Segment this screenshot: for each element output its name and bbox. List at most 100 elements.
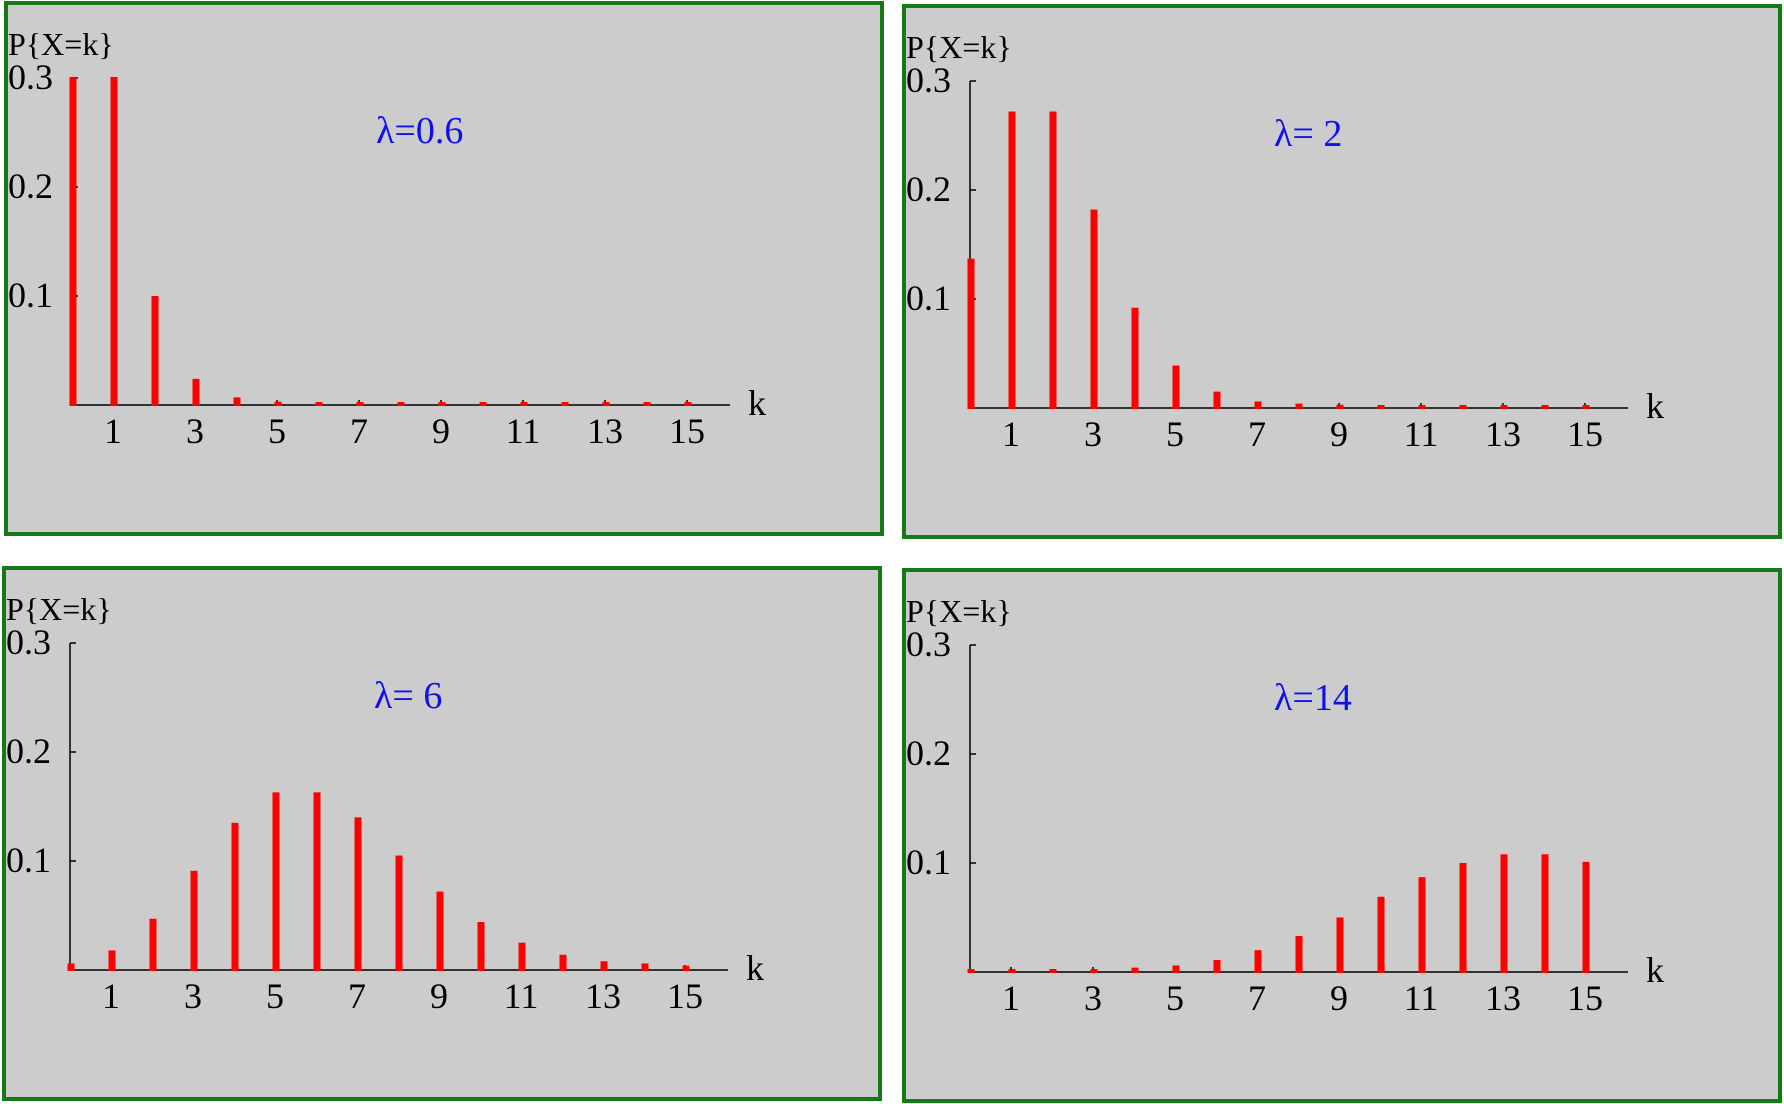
- bar-k-4: [233, 397, 241, 406]
- y-tick-label: 0.3: [6, 622, 51, 662]
- y-tick-label: 0.1: [906, 278, 951, 318]
- bar-k-13: [1500, 854, 1508, 973]
- x-ticks: 1 3 5 7 9 11 13 15: [1002, 967, 1603, 1018]
- chart-svg-2: 0.10.20.3 1 3 5 7 9 11 13 15 P{X=k} k λ= 6: [6, 591, 764, 1016]
- x-tick-label: 13: [1485, 414, 1521, 454]
- bar-k-11: [1418, 405, 1426, 409]
- bar-k-3: [1090, 209, 1098, 409]
- y-tick-label: 0.3: [8, 57, 53, 97]
- chart-svg-3: 0.10.20.3 1 3 5 7 9 11 13 15 P{X=k} k λ=14: [906, 593, 1664, 1018]
- x-tick-label: 7: [350, 411, 368, 451]
- bar-k-15: [1582, 405, 1590, 409]
- y-axis-label: P{X=k}: [8, 26, 114, 62]
- bar-k-2: [1049, 969, 1057, 973]
- x-tick-label: 3: [184, 976, 202, 1016]
- bar-k-9: [438, 402, 446, 406]
- y-tick-label: 0.1: [906, 842, 951, 882]
- x-axis-label: k: [748, 383, 766, 423]
- bar-k-5: [1172, 965, 1180, 973]
- y-tick-label: 0.1: [8, 275, 53, 315]
- bar-k-5: [1172, 365, 1180, 409]
- lambda-annotation: λ=0.6: [376, 110, 463, 152]
- bar-k-11: [518, 942, 526, 971]
- y-ticks: 0.1 0.2 0.3: [906, 60, 976, 318]
- bar-k-1: [108, 950, 116, 971]
- bar-k-14: [641, 963, 649, 971]
- y-tick-label: 0.1: [6, 840, 51, 880]
- x-tick-label: 15: [669, 411, 705, 451]
- bar-k-0: [67, 963, 75, 971]
- bar-k-7: [1254, 401, 1262, 409]
- bar-k-7: [356, 402, 364, 406]
- bar-k-15: [682, 965, 690, 971]
- x-tick-label: 9: [430, 976, 448, 1016]
- bar-k-13: [602, 402, 610, 406]
- x-tick-label: 5: [1166, 978, 1184, 1018]
- x-tick-label: 15: [667, 976, 703, 1016]
- bar-k-5: [274, 401, 282, 406]
- x-tick-label: 9: [432, 411, 450, 451]
- bar-k-13: [1500, 405, 1508, 409]
- y-ticks: 0.1 0.2 0.3: [6, 622, 76, 880]
- bar-k-8: [395, 855, 403, 971]
- bar-k-9: [436, 891, 444, 971]
- y-tick-label: 0.2: [8, 166, 53, 206]
- bar-k-8: [397, 402, 405, 406]
- y-ticks: 0.1 0.2 0.3: [8, 57, 78, 315]
- chart-panel-1: 0.1 0.2 0.3 1 3 5 7 9 11 13 15 P{X=k} k λ= 2: [902, 4, 1782, 539]
- bar-k-12: [559, 954, 567, 971]
- x-tick-label: 3: [1084, 978, 1102, 1018]
- bar-k-12: [561, 402, 569, 406]
- x-tick-label: 5: [1166, 414, 1184, 454]
- y-axis-label: P{X=k}: [906, 593, 1012, 629]
- y-tick-label: 0.3: [906, 60, 951, 100]
- x-axis-label: k: [1646, 950, 1664, 990]
- lambda-annotation: λ= 6: [374, 675, 442, 717]
- bar-k-6: [315, 402, 323, 406]
- bar-k-6: [1213, 391, 1221, 409]
- x-tick-label: 11: [1404, 978, 1439, 1018]
- x-tick-label: 11: [504, 976, 539, 1016]
- lambda-annotation: λ=14: [1274, 677, 1352, 719]
- bar-k-2: [1049, 111, 1057, 410]
- x-tick-label: 11: [506, 411, 541, 451]
- x-tick-label: 1: [104, 411, 122, 451]
- x-axis-label: k: [746, 948, 764, 988]
- bar-k-3: [190, 870, 198, 971]
- bar-k-0: [69, 76, 77, 406]
- bars: [967, 111, 1590, 410]
- bar-k-1: [1008, 969, 1016, 973]
- x-tick-label: 3: [1084, 414, 1102, 454]
- x-tick-label: 9: [1330, 414, 1348, 454]
- x-tick-label: 5: [268, 411, 286, 451]
- chart-panel-3: 0.1 0.2 0.3 1 3 5 7 9 11 13 15 P{X=k} k λ=14: [902, 568, 1782, 1103]
- chart-panel-2: 0.1 0.2 0.3 1 3 5 7 9 11 13 15 P{X=k} k λ= 6: [2, 566, 882, 1101]
- bar-k-10: [479, 402, 487, 406]
- bar-k-2: [149, 918, 157, 971]
- bar-k-4: [231, 822, 239, 971]
- bar-k-9: [1336, 404, 1344, 409]
- x-ticks: 1 3 5 7 9 11 13 15: [1002, 403, 1603, 454]
- x-tick-label: 1: [102, 976, 120, 1016]
- x-tick-label: 15: [1567, 978, 1603, 1018]
- bar-k-14: [1541, 405, 1549, 409]
- bar-k-1: [110, 76, 118, 406]
- x-tick-label: 15: [1567, 414, 1603, 454]
- chart-svg-1: 0.10.20.3 1 3 5 7 9 11 13 15 P{X=k} k λ= 2: [906, 29, 1664, 454]
- bar-k-8: [1295, 403, 1303, 409]
- y-tick-label: 0.3: [906, 624, 951, 664]
- y-tick-label: 0.2: [906, 169, 951, 209]
- x-tick-label: 3: [186, 411, 204, 451]
- bar-k-10: [1377, 405, 1385, 409]
- x-axis-label: k: [1646, 386, 1664, 426]
- bar-k-10: [477, 922, 485, 971]
- bar-k-10: [1377, 896, 1385, 973]
- x-tick-label: 5: [266, 976, 284, 1016]
- bar-k-12: [1459, 863, 1467, 973]
- y-axis-label: P{X=k}: [906, 29, 1012, 65]
- y-ticks: 0.1 0.2 0.3: [906, 624, 976, 882]
- bar-k-11: [520, 402, 528, 406]
- lambda-annotation: λ= 2: [1274, 113, 1342, 155]
- x-tick-label: 7: [1248, 414, 1266, 454]
- bar-k-4: [1131, 307, 1139, 409]
